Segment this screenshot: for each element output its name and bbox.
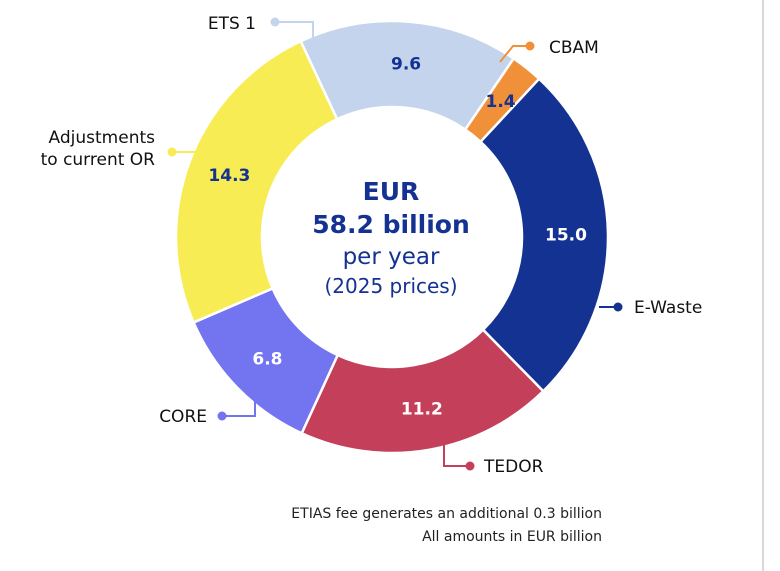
- value-label-tedor: 11.2: [401, 399, 443, 419]
- value-label-e-waste: 15.0: [545, 226, 587, 246]
- page-edge-divider: [762, 0, 764, 571]
- category-labels: ETS 1 CBAM E-Waste TEDOR CORE Adjustments to c…: [41, 14, 703, 477]
- value-label-cbam: 1.4: [485, 92, 515, 112]
- category-label-ets-1: ETS 1: [208, 14, 256, 34]
- center-total: 58.2 billion: [312, 210, 470, 239]
- center-caption: EUR 58.2 billion per year (2025 prices): [312, 177, 470, 298]
- leader-line-ets-1: [275, 21, 314, 42]
- center-prices: (2025 prices): [324, 274, 457, 298]
- slice-tedor: [300, 328, 546, 455]
- leader-line-cbam: [499, 45, 530, 63]
- slice-e-waste: [478, 77, 610, 393]
- center-currency: EUR: [363, 177, 420, 206]
- leader-dot-ets-1: [270, 17, 280, 27]
- category-label-cbam: CBAM: [549, 38, 599, 58]
- leader-dot-adjustments: [167, 147, 177, 157]
- category-label-adjustments: Adjustments to current OR: [41, 128, 156, 170]
- value-labels: 9.6 1.4 15.0 11.2 6.8 14.3: [208, 55, 587, 420]
- slice-adjustments: [174, 39, 339, 325]
- leader-dot-e-waste: [613, 302, 623, 312]
- value-label-ets-1: 9.6: [391, 55, 421, 75]
- leader-dot-cbam: [525, 41, 535, 51]
- leader-line-tedor: [443, 445, 470, 467]
- leader-dot-tedor: [465, 461, 475, 471]
- footnote-etias: ETIAS fee generates an additional 0.3 bi…: [291, 506, 602, 522]
- value-label-core: 6.8: [252, 350, 282, 370]
- leader-lines: [167, 17, 623, 471]
- footnote-units: All amounts in EUR billion: [422, 529, 602, 545]
- donut-slices: [174, 19, 610, 455]
- category-label-e-waste: E-Waste: [634, 298, 702, 318]
- leader-dot-core: [217, 411, 227, 421]
- category-label-tedor: TEDOR: [483, 457, 544, 477]
- center-period: per year: [343, 244, 440, 270]
- leader-line-core: [222, 398, 256, 417]
- value-label-adjustments: 14.3: [208, 166, 250, 186]
- category-label-core: CORE: [159, 407, 207, 427]
